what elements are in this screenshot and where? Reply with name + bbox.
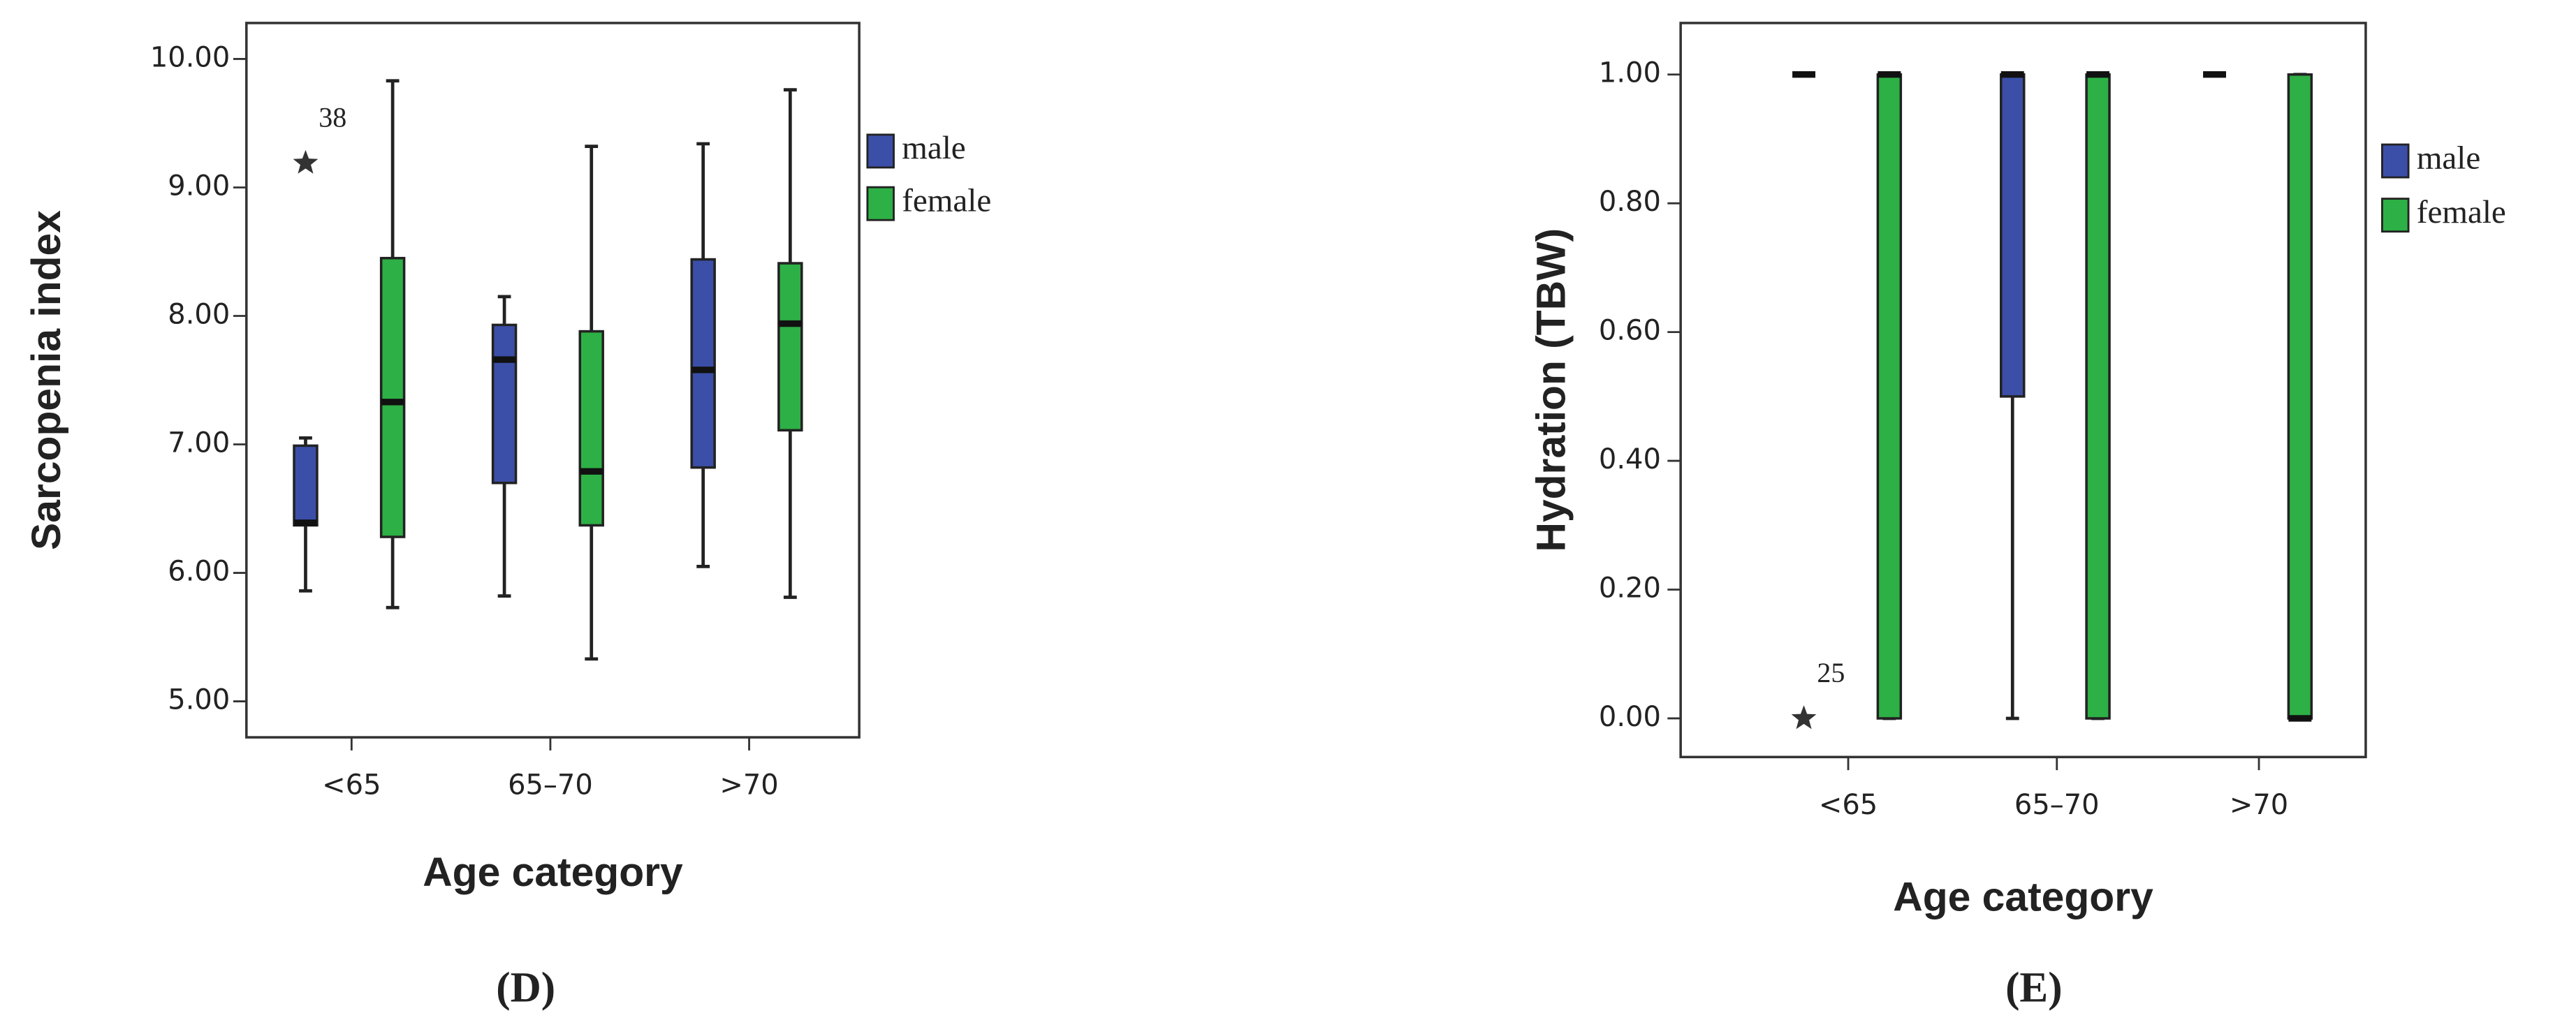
x-tick-label: >70 [719,769,778,801]
y-tick-label: 5.00 [168,684,230,716]
legend-swatch [2381,143,2410,179]
y-axis-title: Hydration (TBW) [1529,228,1574,552]
x-tick-label: <65 [1819,789,1878,821]
box [1876,73,1903,720]
x-tick-label: 65–70 [2014,789,2100,821]
legend-label: male [2417,140,2480,176]
x-axis-title: Age category [1893,874,2153,919]
chart: 5.00 6.00 7.00 8.00 9.00 10.00 <65 65–70 >70 Sarc… [24,22,991,1012]
x-tick-label: >70 [2230,789,2288,821]
outlier-label: 25 [1817,657,1845,688]
legend-swatch [2381,198,2410,233]
y-axis-title: Sarcopenia index [24,210,69,550]
y-tick-label: 6.00 [168,556,230,588]
plot-frame [245,22,861,739]
y-tick-label: 0.20 [1599,572,1661,605]
caption: (D) [496,965,555,1012]
y-tick-label: 0.80 [1599,186,1661,218]
y-tick-label: 8.00 [168,299,230,331]
box [777,262,803,432]
y-tick-label: 0.40 [1599,443,1661,475]
y-tick-label: 10.00 [150,41,230,73]
box [379,256,406,538]
outlier-label: 38 [319,102,346,133]
y-tick-label: 0.00 [1599,701,1661,733]
legend-label: female [2417,194,2506,230]
outlier [293,149,319,174]
outlier [1791,705,1817,730]
y-tick-label: 0.60 [1599,315,1661,347]
y-tick-label: 9.00 [168,170,230,202]
legend-label: female [902,182,991,219]
box [2085,73,2111,720]
box [293,444,319,527]
chart: 0.00 0.20 0.40 0.60 0.80 1.00 <65 65–70 >70 Hydra… [1529,22,2506,1012]
x-tick-label: 65–70 [508,769,593,801]
box [578,330,604,527]
y-tick-label: 1.00 [1599,57,1661,89]
legend-label: male [902,130,965,166]
box [2000,73,2026,398]
box [690,258,716,469]
caption: (E) [2005,965,2063,1012]
x-axis-title: Age category [423,850,683,895]
y-tick-label: 7.00 [168,427,230,459]
box [2287,73,2313,720]
legend-swatch [866,186,895,221]
plot-frame [1679,22,2367,759]
legend-swatch [866,133,895,169]
x-tick-label: <65 [322,769,381,801]
box [491,323,518,485]
